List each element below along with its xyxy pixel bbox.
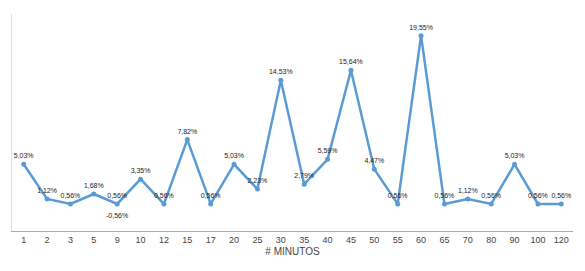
svg-text:40: 40 [323, 235, 333, 245]
svg-text:7,82%: 7,82% [177, 128, 197, 135]
svg-text:20: 20 [229, 235, 239, 245]
svg-text:5,03%: 5,03% [224, 152, 244, 159]
svg-text:0,56%: 0,56% [388, 192, 408, 199]
svg-text:12: 12 [159, 235, 169, 245]
svg-text:5,03%: 5,03% [14, 152, 34, 159]
svg-text:30: 30 [276, 235, 286, 245]
svg-text:5,03%: 5,03% [505, 152, 525, 159]
svg-text:2,23%: 2,23% [248, 177, 268, 184]
svg-text:3,35%: 3,35% [131, 167, 151, 174]
svg-text:50: 50 [369, 235, 379, 245]
svg-text:3: 3 [68, 235, 73, 245]
svg-text:80: 80 [486, 235, 496, 245]
svg-text:10: 10 [136, 235, 146, 245]
svg-text:5,59%: 5,59% [318, 147, 338, 154]
svg-text:17: 17 [206, 235, 216, 245]
svg-text:1,12%: 1,12% [458, 187, 478, 194]
svg-text:4,47%: 4,47% [364, 157, 384, 164]
svg-text:0,56%: 0,56% [61, 192, 81, 199]
svg-text:0,56%: 0,56% [201, 192, 221, 199]
svg-text:1,12%: 1,12% [37, 187, 57, 194]
svg-text:0,56%: 0,56% [435, 192, 455, 199]
svg-text:9: 9 [115, 235, 120, 245]
svg-text:0,56%: 0,56% [481, 192, 501, 199]
svg-text:60: 60 [416, 235, 426, 245]
svg-text:55: 55 [393, 235, 403, 245]
svg-text:2: 2 [45, 235, 50, 245]
svg-text:14,53%: 14,53% [269, 68, 293, 75]
svg-text:65: 65 [439, 235, 449, 245]
svg-text:# MINUTOS: # MINUTOS [265, 246, 320, 257]
svg-text:35: 35 [299, 235, 309, 245]
svg-text:90: 90 [510, 235, 520, 245]
svg-text:1: 1 [21, 235, 26, 245]
svg-text:120: 120 [554, 235, 569, 245]
svg-text:0,56%: 0,56% [154, 192, 174, 199]
svg-text:15: 15 [182, 235, 192, 245]
svg-text:2,79%: 2,79% [294, 172, 314, 179]
svg-text:70: 70 [463, 235, 473, 245]
svg-text:0,56%: 0,56% [551, 192, 571, 199]
svg-text:25: 25 [252, 235, 262, 245]
svg-text:1,68%: 1,68% [84, 182, 104, 189]
svg-text:0,56%: 0,56% [528, 192, 548, 199]
svg-text:5: 5 [91, 235, 96, 245]
svg-text:-0,56%: -0,56% [106, 212, 128, 219]
svg-text:0,56%: 0,56% [107, 192, 127, 199]
svg-text:19,55%: 19,55% [409, 24, 433, 31]
svg-text:45: 45 [346, 235, 356, 245]
svg-text:100: 100 [530, 235, 545, 245]
svg-text:15,64%: 15,64% [339, 58, 363, 65]
